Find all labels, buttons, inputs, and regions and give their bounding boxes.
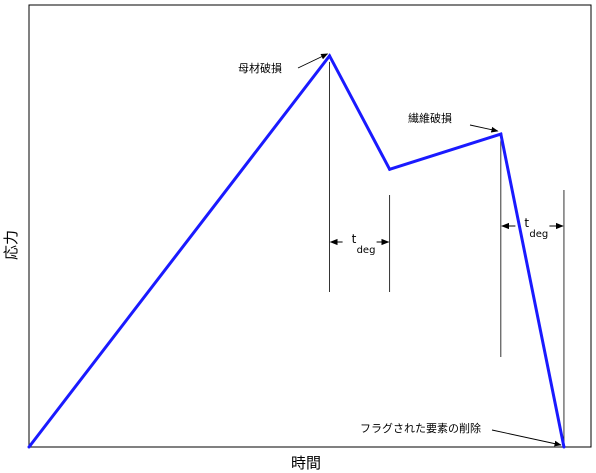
annotation-fiber: 繊維破損	[408, 111, 452, 125]
tdeg-subscript: deg	[357, 245, 376, 256]
annotation-arrow	[470, 125, 498, 131]
stress-curve	[29, 56, 564, 447]
data-point	[28, 446, 31, 449]
annotation-arrow	[492, 430, 561, 445]
annotation-matrix: 母材破損	[238, 61, 282, 75]
tdeg-label: t	[352, 232, 357, 246]
data-point	[499, 133, 502, 136]
x-axis-title: 時間	[291, 454, 321, 472]
data-point	[388, 168, 391, 171]
data-points	[28, 54, 566, 448]
y-axis-title: 応力	[2, 230, 20, 260]
tdeg-subscript: deg	[529, 229, 548, 240]
annotation-deleted: フラグされた要素の削除	[360, 421, 481, 435]
data-point	[328, 54, 331, 57]
tdeg-label: t	[524, 216, 529, 230]
data-point	[562, 446, 565, 449]
